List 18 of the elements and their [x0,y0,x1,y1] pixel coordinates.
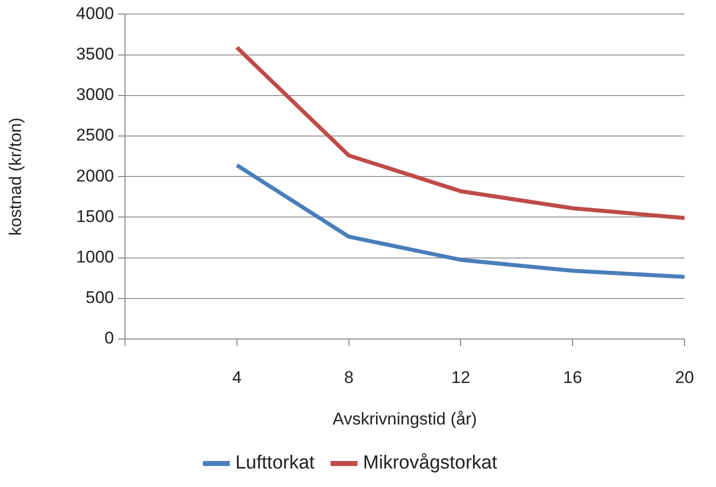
y-tick-label: 1500 [76,206,114,226]
y-tick-label: 4000 [76,4,114,23]
y-tick-label: 3500 [76,44,114,64]
y-tick-label: 3000 [76,85,114,104]
x-tick-label: 16 [563,368,582,387]
y-tick-label: 500 [86,288,114,308]
legend-label: Mikrovågstorkat [363,452,498,474]
y-tick-label: 2500 [76,126,114,145]
x-tick-label: 8 [344,368,354,387]
x-tick-label: 12 [451,368,470,387]
y-tick-label: 2000 [76,166,114,186]
x-tick-label: 4 [232,368,242,387]
x-axis-title: Avskrivningstid (år) [332,409,477,428]
y-tick-label: 1000 [76,247,114,266]
x-tick-label: 20 [675,368,694,387]
y-tick-label: 0 [104,328,114,348]
y-axis-title: kostnad (kr/ton) [6,118,25,236]
legend-label: Lufttorkat [235,452,316,474]
